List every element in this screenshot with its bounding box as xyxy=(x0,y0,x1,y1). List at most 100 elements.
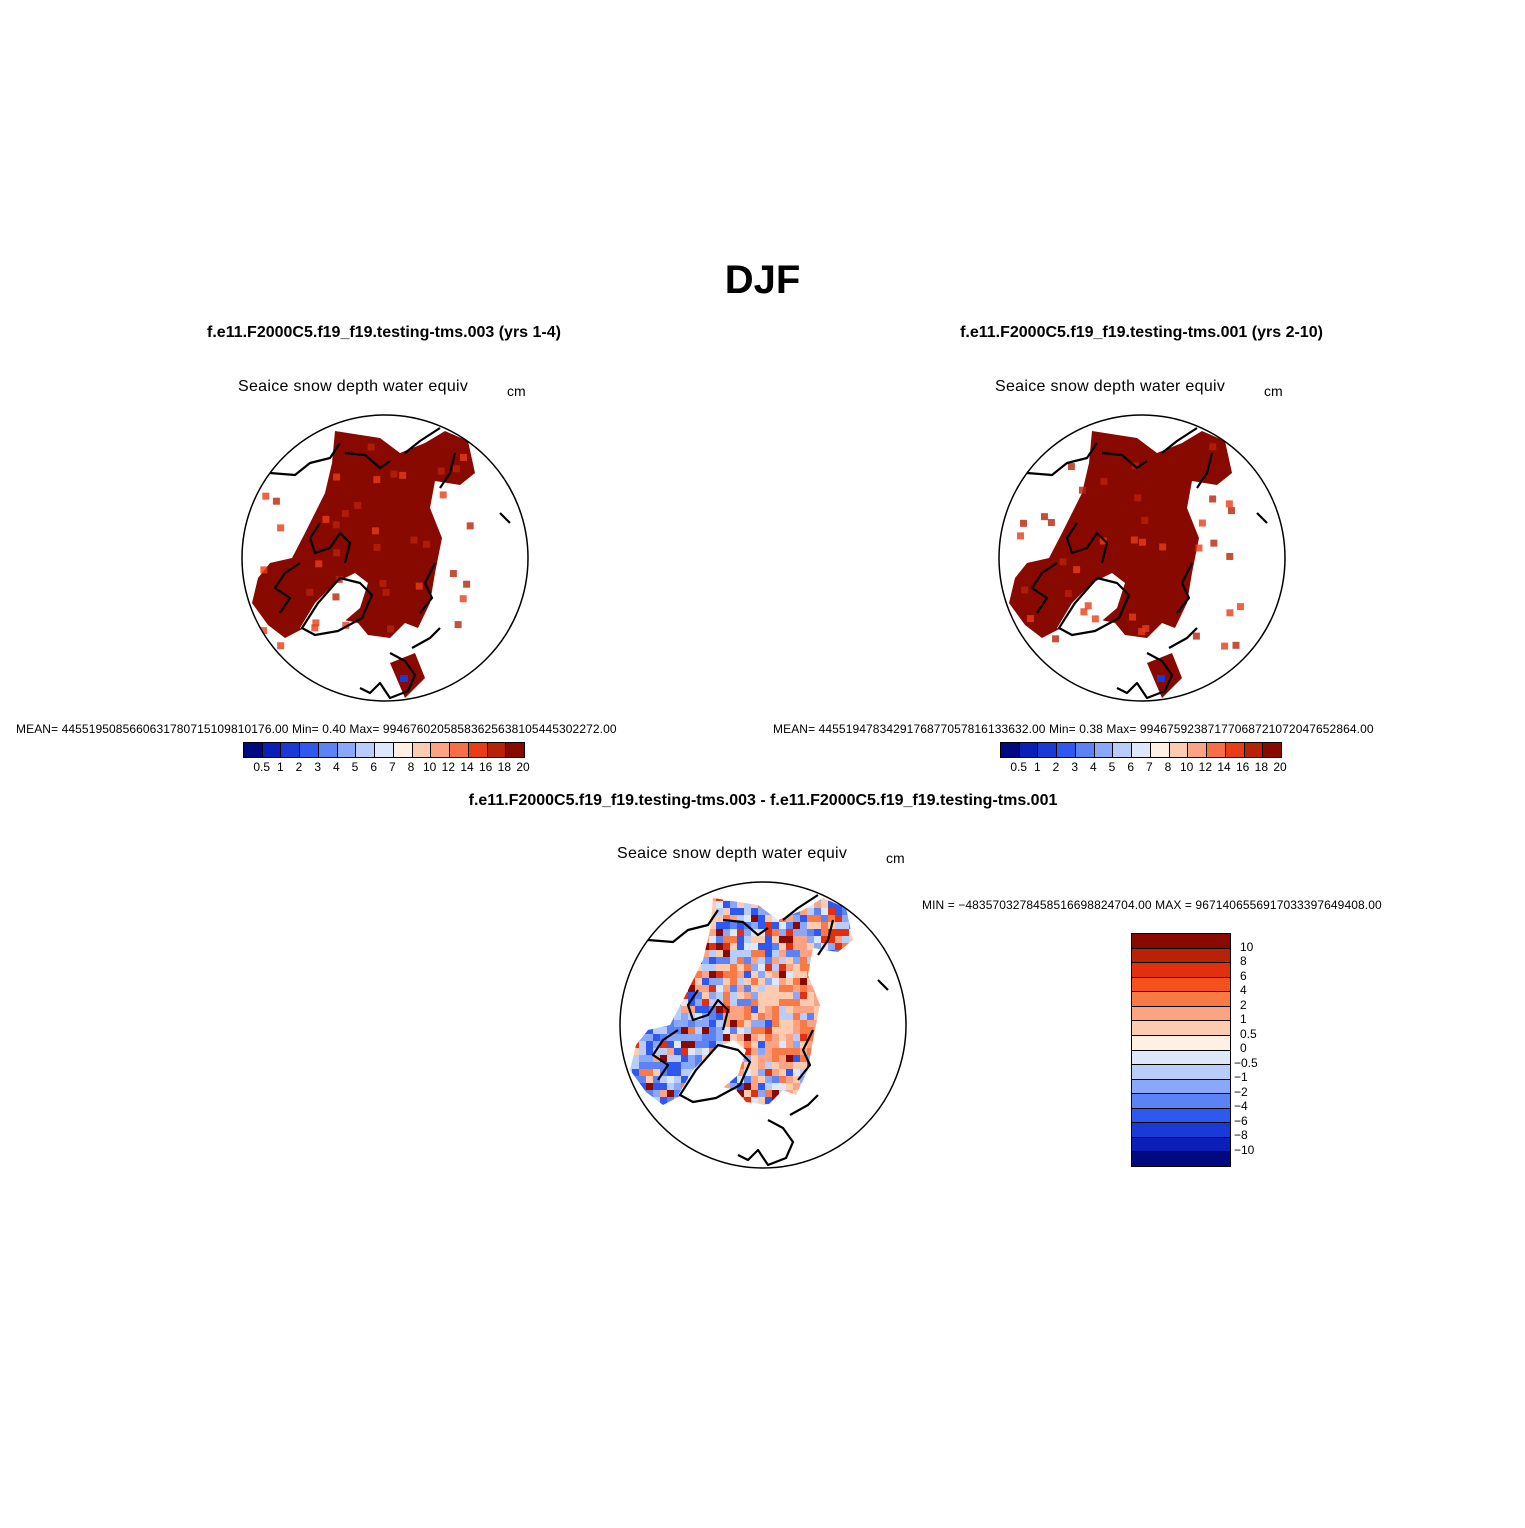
colorbar-swatch xyxy=(393,743,413,757)
panel-3-statistics: MIN = −4835703278458516698824704.00 MAX … xyxy=(922,898,1382,912)
colorbar-swatch xyxy=(1132,1152,1230,1166)
panel-3-variable-name: Seaice snow depth water equiv xyxy=(617,845,848,862)
colorbar-tick-label: 5 xyxy=(351,760,359,774)
colorbar-swatch xyxy=(1244,743,1264,757)
colorbar-swatch xyxy=(300,743,319,757)
colorbar-tick-label: 3 xyxy=(1071,760,1078,774)
colorbar-tick-label: −1 xyxy=(1234,1070,1248,1084)
colorbar-tick-label: 16 xyxy=(1235,760,1250,774)
colorbar-swatch xyxy=(281,743,301,757)
colorbar-swatch xyxy=(1132,1094,1230,1109)
colorbar-tick-label: 5 xyxy=(1108,760,1116,774)
colorbar-swatch xyxy=(244,743,263,757)
colorbar-tick-label: 7 xyxy=(388,760,396,774)
colorbar-swatch xyxy=(1169,743,1189,757)
panel-1-variable-name: Seaice snow depth water equiv xyxy=(238,378,469,395)
colorbar-tick-label: 4 xyxy=(1240,983,1247,997)
colorbar-swatch xyxy=(1132,1123,1230,1138)
colorbar-tick-label: 10 xyxy=(1240,939,1254,954)
colorbar-tick-label: 2 xyxy=(1052,760,1060,774)
colorbar-tick-label: 18 xyxy=(1254,760,1269,774)
colorbar-swatch xyxy=(1038,743,1058,757)
colorbar-swatch xyxy=(412,743,432,757)
colorbar-tick-label: 20 xyxy=(516,760,530,774)
colorbar-swatch xyxy=(1132,1006,1230,1022)
difference-colorbar xyxy=(1131,933,1231,1167)
panel-2-polar-map xyxy=(998,414,1286,702)
colorbar-swatch xyxy=(1057,743,1076,757)
coastline xyxy=(1026,427,1268,700)
colorbar-swatch xyxy=(1113,743,1133,757)
panel-2-case-title: f.e11.F2000C5.f19_f19.testing-tms.001 (y… xyxy=(960,324,1323,341)
colorbar-tick-label: 4 xyxy=(332,760,340,774)
colorbar-tick-label: 0.5 xyxy=(1010,760,1027,774)
colorbar-swatch xyxy=(1207,743,1226,757)
colorbar-swatch xyxy=(318,743,338,757)
colorbar-tick-label: 10 xyxy=(1179,760,1194,774)
colorbar-tick-label: 1 xyxy=(276,760,284,774)
colorbar-tick-label: 8 xyxy=(407,760,415,774)
coastline xyxy=(269,427,511,700)
colorbar-tick-label: 2 xyxy=(1240,997,1247,1012)
map-boundary xyxy=(619,881,907,1169)
colorbar-swatch xyxy=(1075,743,1095,757)
colorbar-tick-label: 1 xyxy=(1240,1012,1247,1026)
colorbar-swatch xyxy=(1263,743,1282,757)
colorbar-swatch xyxy=(1225,743,1245,757)
colorbar-swatch xyxy=(1132,1050,1230,1066)
panel-3-case-title: f.e11.F2000C5.f19_f19.testing-tms.003 - … xyxy=(468,792,1058,809)
map-boundary xyxy=(998,414,1286,702)
colorbar-swatch xyxy=(375,743,394,757)
colorbar-swatch xyxy=(1132,1079,1230,1095)
colorbar-tick-label: 10 xyxy=(422,760,437,774)
colorbar-swatch xyxy=(487,743,507,757)
colorbar-swatch xyxy=(1150,743,1170,757)
colorbar-swatch xyxy=(356,743,376,757)
colorbar-tick-label: −4 xyxy=(1234,1099,1248,1113)
colorbar-swatch xyxy=(1132,977,1230,993)
colorbar-tick-label: 12 xyxy=(1198,760,1213,774)
colorbar-swatch xyxy=(1132,743,1151,757)
panel-2-units: cm xyxy=(1264,383,1283,399)
colorbar-tick-label: 12 xyxy=(441,760,456,774)
colorbar-swatch xyxy=(1132,1021,1230,1036)
colorbar-tick-label: 8 xyxy=(1240,954,1247,968)
colorbar-swatch xyxy=(262,743,282,757)
colorbar-tick-label: 0.5 xyxy=(1240,1026,1257,1041)
colorbar-tick-label: 1 xyxy=(1033,760,1041,774)
panel-1-case-title: f.e11.F2000C5.f19_f19.testing-tms.003 (y… xyxy=(207,324,561,341)
colorbar-tick-label: 16 xyxy=(478,760,493,774)
colorbar-tick-label: 6 xyxy=(1240,968,1247,983)
colorbar-swatch xyxy=(1132,992,1230,1007)
sea-ice-snow-field xyxy=(1009,431,1232,638)
colorbar-tick-label: 6 xyxy=(370,760,377,774)
colorbar-swatch xyxy=(1132,1065,1230,1080)
colorbar-swatch xyxy=(450,743,469,757)
colorbar-swatch xyxy=(1132,963,1230,978)
colorbar-tick-label: −0.5 xyxy=(1234,1055,1258,1070)
colorbar-tick-label: 4 xyxy=(1089,760,1097,774)
panel-1-units: cm xyxy=(507,383,526,399)
panel-2-colorbar-labels: 0.5 1 2 3 4 5 6 7 8 10 12 14 16 18 20 xyxy=(1000,760,1286,776)
colorbar-swatch xyxy=(431,743,451,757)
colorbar-tick-label: 20 xyxy=(1273,760,1287,774)
panel-1-statistics: MEAN= 4455195085660631780715109810176.00… xyxy=(16,722,617,736)
main-title: DJF xyxy=(724,258,801,302)
colorbar-swatch xyxy=(1188,743,1208,757)
panel-2-colorbar xyxy=(1000,742,1282,758)
coastline xyxy=(647,894,889,1167)
colorbar-tick-label: −8 xyxy=(1234,1128,1248,1142)
colorbar-tick-label: 0 xyxy=(1240,1041,1247,1055)
panel-2-variable-name: Seaice snow depth water equiv xyxy=(995,378,1226,395)
panel-3-polar-map xyxy=(619,881,907,1169)
colorbar-swatch xyxy=(1132,948,1230,964)
colorbar-swatch xyxy=(1132,1035,1230,1051)
colorbar-tick-label: 18 xyxy=(497,760,512,774)
panel-1-polar-map xyxy=(241,414,529,702)
colorbar-swatch xyxy=(1132,1137,1230,1153)
colorbar-swatch xyxy=(1001,743,1020,757)
colorbar-tick-label: −6 xyxy=(1234,1113,1248,1128)
panel-2-statistics: MEAN= 4455194783429176877057816133632.00… xyxy=(773,722,1374,736)
map-boundary xyxy=(241,414,529,702)
colorbar-tick-label: 8 xyxy=(1164,760,1172,774)
